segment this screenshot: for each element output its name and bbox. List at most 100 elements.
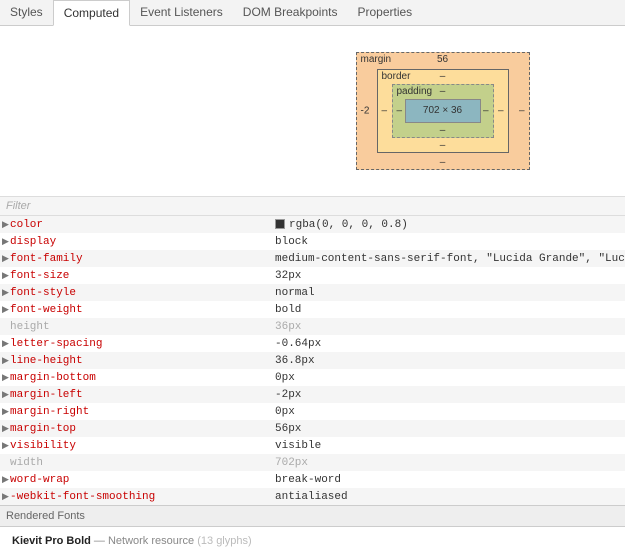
rendered-font-name: Kievit Pro Bold: [12, 535, 91, 547]
padding-left-val: –: [397, 106, 403, 117]
property-row[interactable]: ▶margin-top56px: [0, 420, 625, 437]
property-row[interactable]: width702px: [0, 454, 625, 471]
property-name: visibility: [10, 440, 275, 452]
property-row[interactable]: ▶font-size32px: [0, 267, 625, 284]
property-value: 56px: [275, 423, 625, 435]
padding-right-val: –: [483, 106, 489, 117]
property-value: 0px: [275, 406, 625, 418]
property-name: word-wrap: [10, 474, 275, 486]
property-row[interactable]: height36px: [0, 318, 625, 335]
box-model-margin[interactable]: margin 56 – -2 – border – – – – padding …: [356, 52, 530, 170]
property-row[interactable]: ▶font-weightbold: [0, 301, 625, 318]
property-value: -0.64px: [275, 338, 625, 350]
property-row[interactable]: ▶margin-left-2px: [0, 386, 625, 403]
box-model-border[interactable]: border – – – – padding – – – – 702 × 36: [377, 69, 509, 153]
property-name: letter-spacing: [10, 338, 275, 350]
property-value: -2px: [275, 389, 625, 401]
property-value: antialiased: [275, 491, 625, 503]
expand-triangle-icon[interactable]: ▶: [0, 288, 10, 298]
margin-top-val: 56: [437, 54, 448, 65]
property-name: margin-bottom: [10, 372, 275, 384]
expand-triangle-icon[interactable]: ▶: [0, 305, 10, 315]
property-name: font-size: [10, 270, 275, 282]
tab-properties[interactable]: Properties: [347, 0, 422, 25]
property-name: font-style: [10, 287, 275, 299]
border-right-val: –: [498, 106, 504, 117]
computed-properties-list: ▶colorrgba(0, 0, 0, 0.8)▶displayblock▶fo…: [0, 216, 625, 505]
property-name: margin-top: [10, 423, 275, 435]
property-row[interactable]: ▶word-wrapbreak-word: [0, 471, 625, 488]
property-name: color: [10, 219, 275, 231]
property-value: 0px: [275, 372, 625, 384]
property-name: line-height: [10, 355, 275, 367]
property-value: 36px: [275, 321, 625, 333]
expand-triangle-icon[interactable]: ▶: [0, 441, 10, 451]
tab-dom-breakpoints[interactable]: DOM Breakpoints: [233, 0, 348, 25]
margin-bottom-val: –: [440, 157, 446, 168]
expand-triangle-icon[interactable]: ▶: [0, 339, 10, 349]
padding-bottom-val: –: [440, 125, 446, 136]
tab-computed[interactable]: Computed: [53, 0, 130, 26]
property-value: 702px: [275, 457, 625, 469]
box-model-content[interactable]: 702 × 36: [405, 99, 481, 123]
expand-triangle-icon[interactable]: ▶: [0, 475, 10, 485]
border-bottom-val: –: [440, 140, 446, 151]
property-name: width: [10, 457, 275, 469]
margin-right-val: –: [519, 106, 525, 117]
box-model-diagram: margin 56 – -2 – border – – – – padding …: [0, 26, 625, 196]
property-name: margin-right: [10, 406, 275, 418]
expand-triangle-icon[interactable]: ▶: [0, 220, 10, 230]
property-name: display: [10, 236, 275, 248]
expand-triangle-icon[interactable]: ▶: [0, 373, 10, 383]
margin-label: margin: [361, 54, 392, 65]
property-value: bold: [275, 304, 625, 316]
property-name: margin-left: [10, 389, 275, 401]
property-row[interactable]: ▶margin-right0px: [0, 403, 625, 420]
border-top-val: –: [440, 71, 446, 82]
property-value: block: [275, 236, 625, 248]
expand-triangle-icon[interactable]: ▶: [0, 407, 10, 417]
rendered-fonts-header: Rendered Fonts: [0, 505, 625, 527]
property-row[interactable]: ▶font-familymedium-content-sans-serif-fo…: [0, 250, 625, 267]
property-value: medium-content-sans-serif-font, "Lucida …: [275, 253, 625, 265]
rendered-font-glyphs: (13 glyphs): [197, 535, 251, 547]
property-name: font-family: [10, 253, 275, 265]
property-row[interactable]: ▶displayblock: [0, 233, 625, 250]
filter-input[interactable]: Filter: [0, 196, 625, 216]
property-value: 36.8px: [275, 355, 625, 367]
expand-triangle-icon[interactable]: ▶: [0, 271, 10, 281]
color-swatch-icon[interactable]: [275, 219, 285, 229]
rendered-font-source: Network resource: [108, 535, 194, 547]
property-row[interactable]: ▶font-stylenormal: [0, 284, 625, 301]
expand-triangle-icon[interactable]: ▶: [0, 356, 10, 366]
expand-triangle-icon[interactable]: ▶: [0, 492, 10, 502]
property-value: break-word: [275, 474, 625, 486]
rendered-font-sep: —: [91, 535, 108, 547]
property-value: normal: [275, 287, 625, 299]
property-row[interactable]: ▶-webkit-font-smoothingantialiased: [0, 488, 625, 505]
margin-left-val: -2: [361, 106, 370, 117]
padding-label: padding: [397, 86, 433, 97]
property-row[interactable]: ▶colorrgba(0, 0, 0, 0.8): [0, 216, 625, 233]
property-name: -webkit-font-smoothing: [10, 491, 275, 503]
property-value: rgba(0, 0, 0, 0.8): [275, 219, 625, 231]
padding-top-val: –: [440, 86, 446, 97]
property-row[interactable]: ▶letter-spacing-0.64px: [0, 335, 625, 352]
property-row[interactable]: ▶visibilityvisible: [0, 437, 625, 454]
expand-triangle-icon[interactable]: ▶: [0, 254, 10, 264]
tab-styles[interactable]: Styles: [0, 0, 53, 25]
tab-event-listeners[interactable]: Event Listeners: [130, 0, 233, 25]
property-value: visible: [275, 440, 625, 452]
property-row[interactable]: ▶line-height36.8px: [0, 352, 625, 369]
property-name: font-weight: [10, 304, 275, 316]
border-left-val: –: [382, 106, 388, 117]
border-label: border: [382, 71, 411, 82]
property-row[interactable]: ▶margin-bottom0px: [0, 369, 625, 386]
expand-triangle-icon[interactable]: ▶: [0, 424, 10, 434]
expand-triangle-icon[interactable]: ▶: [0, 237, 10, 247]
property-value: 32px: [275, 270, 625, 282]
expand-triangle-icon[interactable]: ▶: [0, 390, 10, 400]
box-model-padding[interactable]: padding – – – – 702 × 36: [392, 84, 494, 138]
rendered-font-item: Kievit Pro Bold — Network resource (13 g…: [0, 527, 625, 555]
devtools-tabs: StylesComputedEvent ListenersDOM Breakpo…: [0, 0, 625, 26]
